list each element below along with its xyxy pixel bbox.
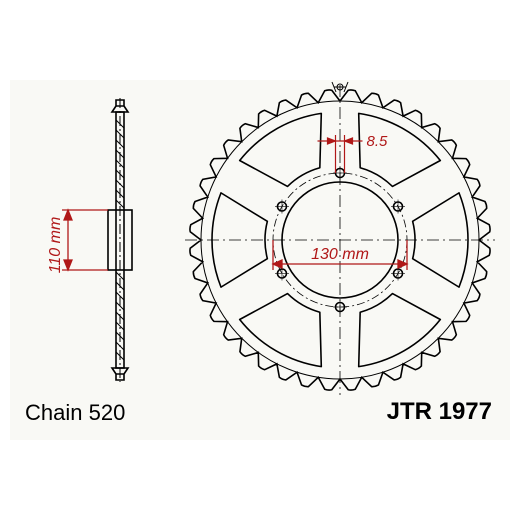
side-profile-svg: 110 mm bbox=[32, 100, 162, 380]
diagram-container: 110 mm 130 mm 8.5 Chain 520 JTR 1977 bbox=[10, 80, 510, 440]
sprocket-front-view: 130 mm 8.5 bbox=[185, 85, 495, 395]
bolt-hole-dimension: 8.5 bbox=[367, 133, 389, 150]
side-profile-view: 110 mm bbox=[32, 100, 162, 380]
sprocket-svg: 130 mm 8.5 bbox=[185, 85, 495, 395]
bolt-circle-dimension: 130 mm bbox=[311, 246, 369, 263]
chain-spec-label: Chain 520 bbox=[25, 400, 125, 426]
part-number-label: JTR 1977 bbox=[387, 398, 492, 426]
hub-diameter-label: 110 mm bbox=[47, 217, 64, 274]
